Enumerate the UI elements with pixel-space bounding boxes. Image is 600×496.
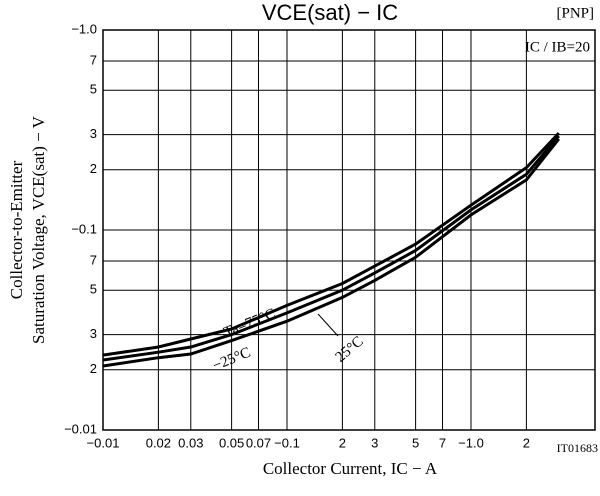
annotation: [PNP]	[556, 5, 594, 21]
y-axis-label: Saturation Voltage, VCE(sat) − V	[29, 115, 48, 344]
plot-frame	[102, 29, 596, 431]
x-tick-label: 0.03	[178, 435, 203, 450]
series-label: 25°C	[333, 333, 367, 365]
annotation: IT01683	[557, 441, 598, 455]
y-axis-label: Collector-to-Emitter	[7, 160, 26, 299]
label-arrow	[317, 313, 339, 337]
y-tick-label: 5	[90, 282, 97, 297]
y-tick-label: 3	[90, 326, 97, 341]
x-tick-label: −0.01	[87, 435, 120, 450]
x-tick-label: 7	[439, 435, 446, 450]
x-tick-label: 2	[339, 435, 346, 450]
series-line	[102, 135, 560, 362]
x-tick-label: 5	[412, 435, 419, 450]
y-tick-label: −1.0	[71, 21, 97, 36]
x-tick-label: −0.1	[274, 435, 300, 450]
x-axis-label: Collector Current, IC − A	[263, 459, 438, 478]
series-line	[102, 132, 560, 357]
y-tick-label: 7	[90, 252, 97, 267]
series-line	[102, 138, 560, 368]
y-tick-label: 2	[90, 161, 97, 176]
x-tick-label: 2	[523, 435, 530, 450]
y-tick-label: −0.1	[71, 221, 97, 236]
x-tick-label: 0.07	[246, 435, 271, 450]
x-tick-label: −1.0	[458, 435, 484, 450]
x-tick-label: 3	[371, 435, 378, 450]
x-tick-label: 0.05	[219, 435, 244, 450]
x-tick-label: 0.02	[146, 435, 171, 450]
chart-title: VCE(sat) − IC	[262, 0, 398, 25]
y-tick-label: 3	[90, 126, 97, 141]
y-tick-label: −0.01	[64, 421, 97, 436]
annotation: IC / IB=20	[525, 39, 590, 55]
y-tick-label: 7	[90, 52, 97, 67]
y-tick-label: 5	[90, 82, 97, 97]
y-tick-label: 2	[90, 361, 97, 376]
